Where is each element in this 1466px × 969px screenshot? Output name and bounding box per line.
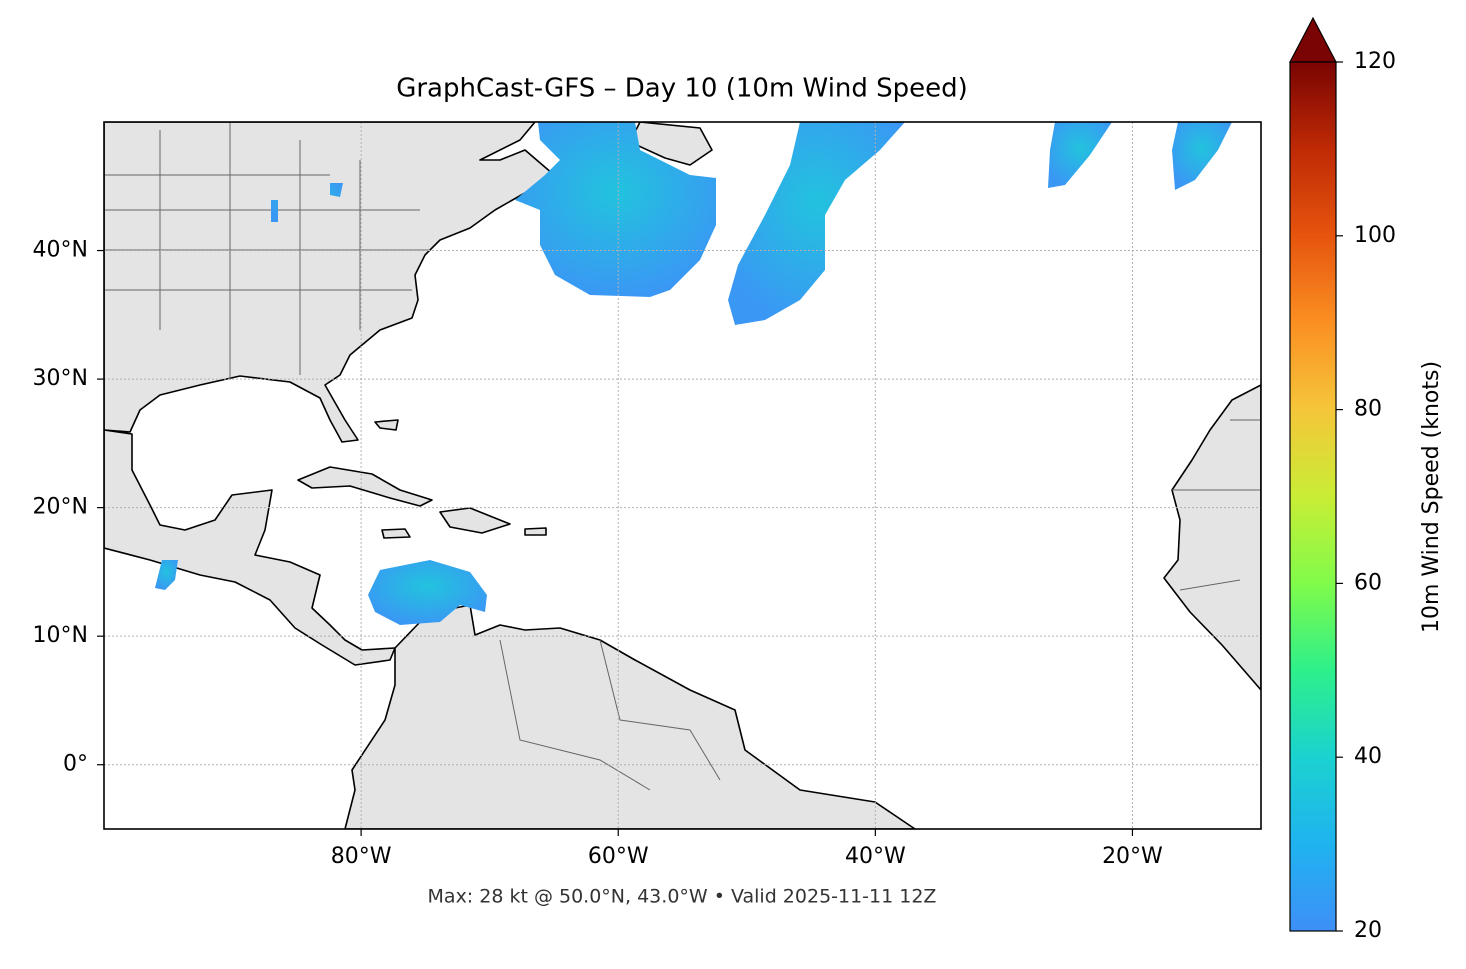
land-central-america (104, 429, 396, 666)
wind-field (155, 560, 178, 590)
x-tick-label: 20°W (1102, 844, 1163, 869)
y-tick-label: 30°N (33, 366, 88, 391)
colorbar-tick-label: 100 (1354, 223, 1396, 248)
y-tick-label: 0° (63, 752, 88, 777)
colorbar-label: 10m Wind Speed (knots) (1419, 361, 1444, 633)
land-hispaniola (439, 507, 511, 534)
map-area (104, 122, 1261, 829)
x-tick-label: 60°W (588, 844, 649, 869)
colorbar-tick-label: 60 (1354, 570, 1382, 595)
colorbar-extend (1289, 16, 1337, 63)
wind-field (728, 122, 905, 325)
wind-field (515, 122, 716, 297)
land-north-america (104, 122, 561, 443)
map-frame (103, 121, 1262, 830)
land-bahamas (374, 419, 399, 431)
wind-field (1172, 122, 1232, 190)
colorbar-ticks: 20 40 60 80 100 120 (1336, 49, 1396, 943)
ticks: 80°W 60°W 40°W 20°W 0° 10°N 20°N 30°N 40°N (33, 238, 1164, 869)
wind-field (368, 560, 487, 625)
y-tick-label: 10°N (33, 623, 88, 648)
land-cuba (297, 466, 433, 507)
land-africa (1163, 384, 1261, 691)
land-jamaica (381, 528, 411, 539)
footnote: Max: 28 kt @ 50.0°N, 43.0°W • Valid 2025… (428, 886, 937, 908)
land-south-america (344, 604, 916, 829)
gridlines (104, 122, 1261, 829)
colorbar-tick-label: 20 (1354, 918, 1382, 943)
map-title: GraphCast-GFS – Day 10 (10m Wind Speed) (396, 74, 968, 104)
x-tick-label: 40°W (845, 844, 906, 869)
wind-field (1048, 122, 1112, 188)
colorbar (1289, 61, 1337, 932)
colorbar-tick-label: 80 (1354, 397, 1382, 422)
colorbar-tick-label: 120 (1354, 49, 1396, 74)
land-puerto-rico (524, 527, 547, 536)
colorbar-tick-label: 40 (1354, 744, 1382, 769)
y-tick-label: 40°N (33, 238, 88, 263)
y-tick-label: 20°N (33, 495, 88, 520)
x-tick-label: 80°W (331, 844, 392, 869)
wind-field (271, 183, 343, 222)
